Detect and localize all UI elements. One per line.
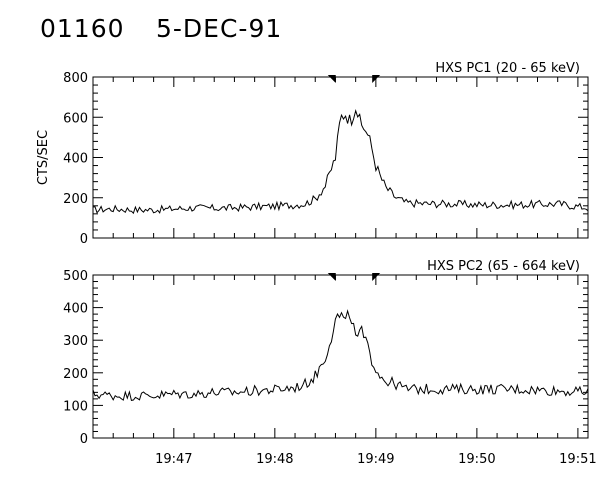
y-tick-label: 0 [80,232,88,247]
panel-pc1: 0 200 400 600 800 HXS PC1 (20 - 65 keV) CTS/SE… [36,61,589,247]
panel-title: HXS PC2 (65 - 664 keV) [427,259,580,274]
x-tick-label: 19:50 [458,452,495,467]
interval-marker [327,75,336,83]
y-tick-label: 500 [63,269,88,284]
x-tick-label: 19:47 [155,452,192,467]
y-tick-label: 400 [63,152,88,167]
count-rate-line [92,109,589,215]
y-tick-label: 400 [63,302,88,317]
y-tick-label: 800 [63,71,88,86]
observation-date: 5-DEC-91 [156,14,283,43]
x-tick-label: 19:49 [357,452,394,467]
x-tick-label: 19:51 [559,452,596,467]
panel-pc2: 0 100 200 300 400 500 19:47 19:48 19:49 19:50 19:5… [63,259,596,467]
y-tick-label: 0 [80,432,88,447]
y-tick-label: 300 [63,334,88,349]
interval-marker [372,75,381,83]
interval-marker [327,273,336,281]
observation-id: 01160 [40,14,125,43]
y-axis-label: CTS/SEC [36,130,51,185]
plot-frame [92,76,589,239]
x-tick-label: 19:48 [256,452,293,467]
y-tick-label: 200 [63,367,88,382]
plot-frame [92,274,589,439]
y-tick-label: 600 [63,111,88,126]
interval-marker [372,273,381,281]
y-tick-label: 200 [63,192,88,207]
y-tick-label: 100 [63,399,88,414]
count-rate-line [92,309,589,401]
panel-title: HXS PC1 (20 - 65 keV) [435,61,580,76]
